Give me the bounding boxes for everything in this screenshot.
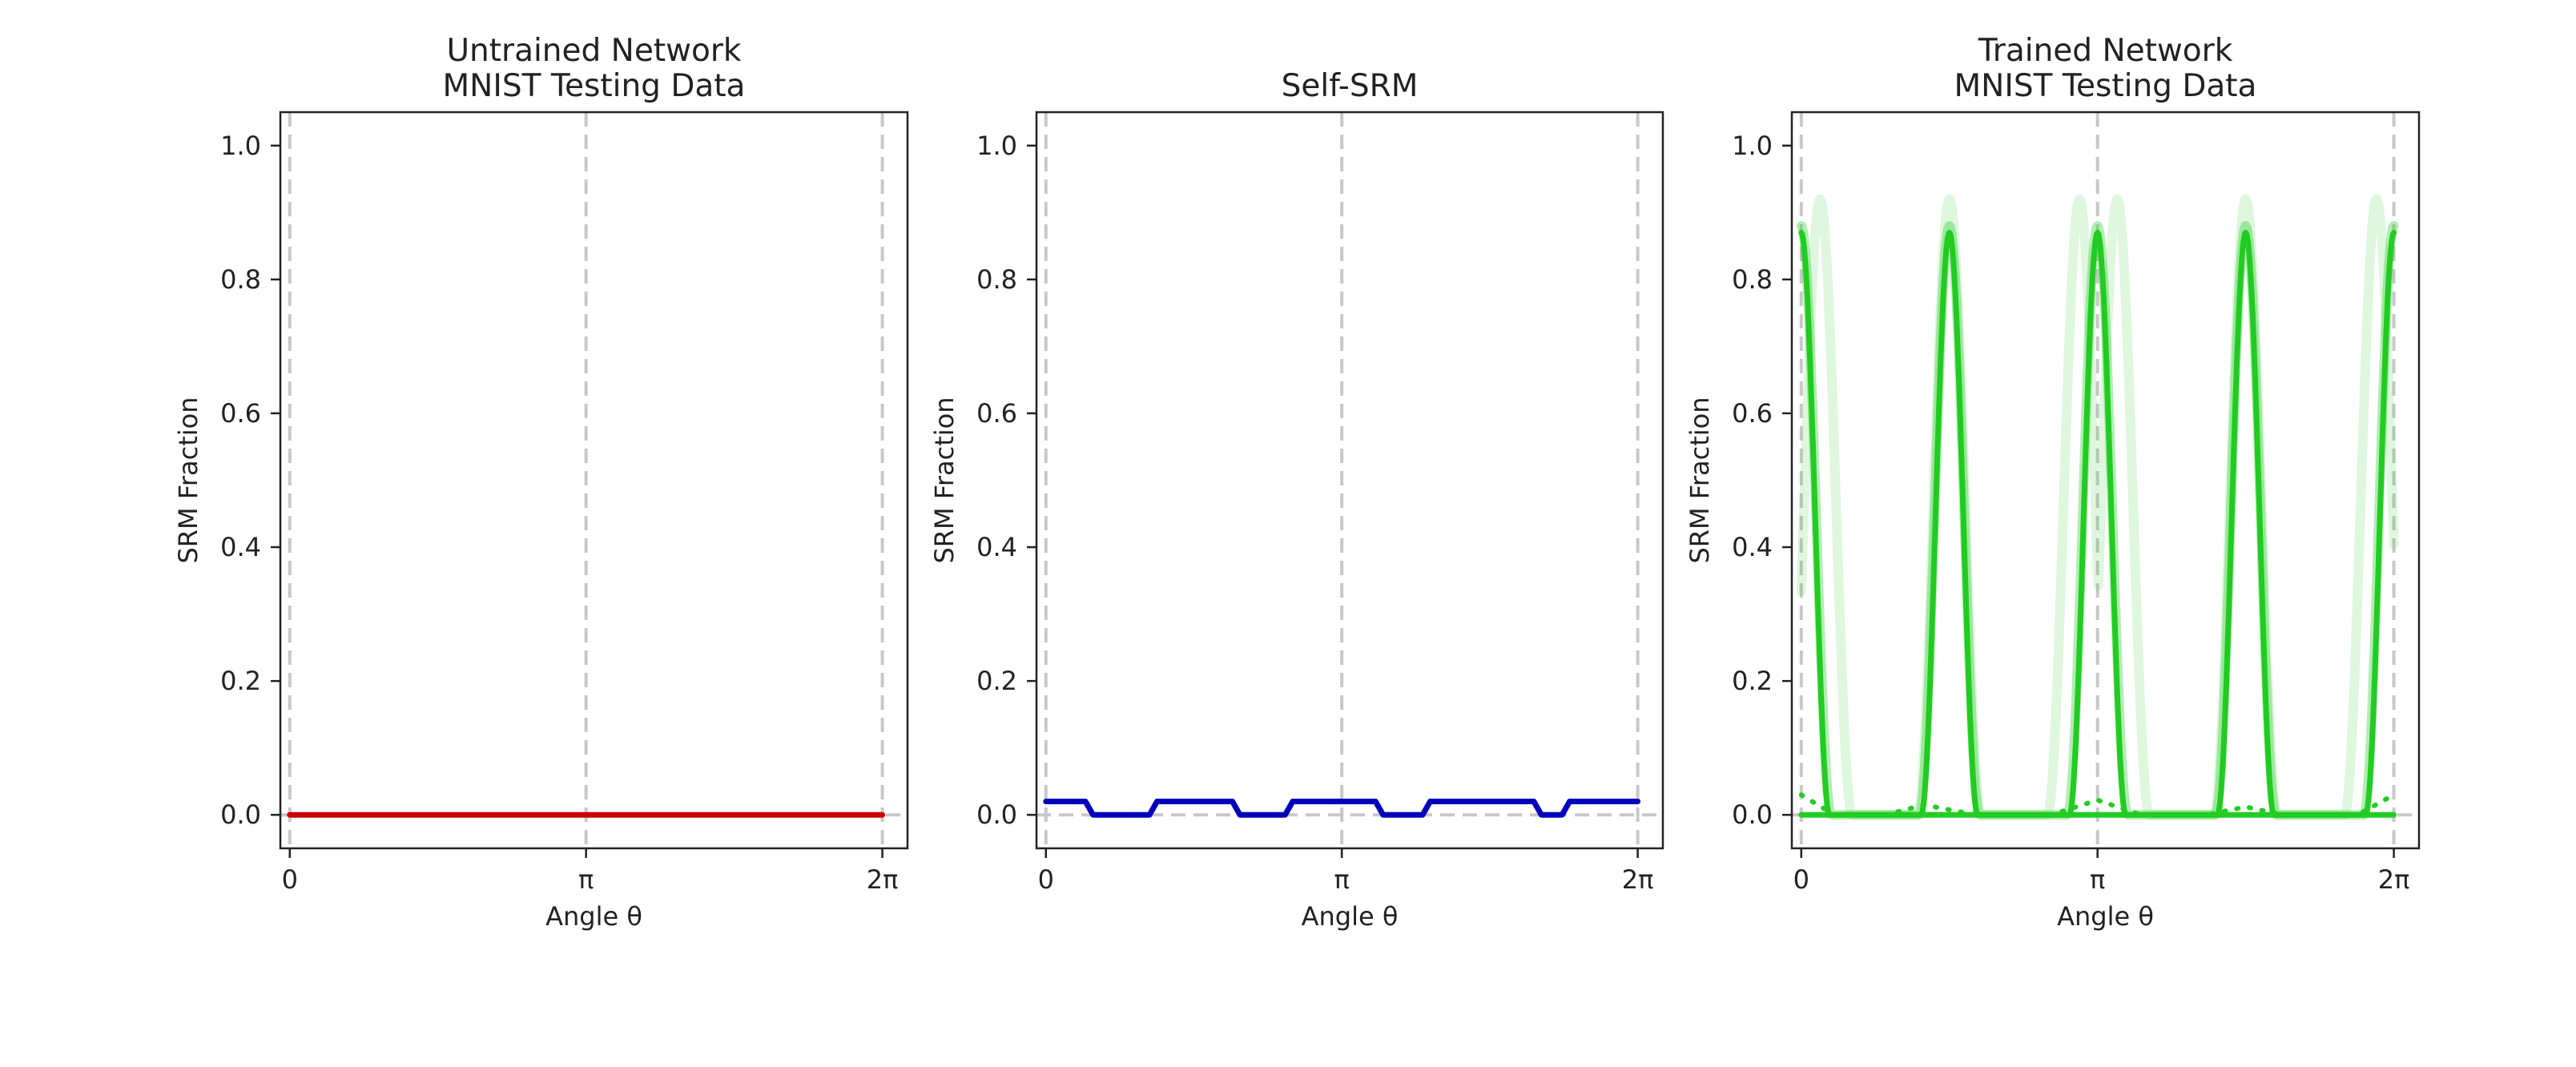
y-tick-label: 0.6 — [1732, 398, 1773, 429]
x-tick-label: 0 — [1793, 864, 1809, 895]
axes-frame — [1790, 111, 2421, 850]
series-group — [1796, 194, 2399, 820]
series-line-1 — [1043, 799, 1641, 818]
y-tick-label: 1.0 — [220, 131, 261, 161]
x-tick-label: 0 — [282, 864, 298, 895]
gridlines — [1036, 112, 1663, 848]
x-tick-label: 0 — [1038, 864, 1054, 895]
chart-title-line-2: MNIST Testing Data — [1954, 68, 2257, 104]
x-axis-label: Angle θ — [2057, 901, 2154, 932]
series-group — [1043, 799, 1641, 818]
chart-title-line-1: Untrained Network — [446, 33, 741, 69]
y-tick-label: 0.6 — [976, 398, 1017, 429]
y-axis-label: SRM Fraction — [173, 397, 203, 563]
x-tick-label: 2π — [867, 864, 899, 895]
axes-frame — [279, 111, 909, 850]
y-tick-label: 0.4 — [976, 532, 1017, 562]
x-tick-label: π — [1334, 864, 1350, 895]
y-tick-label: 0.2 — [220, 666, 261, 696]
y-tick-label: 1.0 — [976, 131, 1017, 161]
chart-title-line-2: Self-SRM — [1282, 68, 1419, 104]
y-tick-label: 0.4 — [220, 532, 261, 562]
chart-panel-1: 0.0 0.2 0.4 0.6 0.8 1.0 0 π 2π Angle θ SRM Fractio… — [173, 33, 909, 932]
y-tick-label: 0.8 — [220, 264, 261, 295]
y-tick-label: 0.8 — [976, 264, 1017, 295]
x-tick-label: 2π — [2378, 864, 2410, 895]
chart-panel-2: 0.0 0.2 0.4 0.6 0.8 1.0 0 π 2π Angle θ SRM Fractio… — [929, 68, 1664, 932]
x-tick-label: π — [2090, 864, 2105, 895]
y-axis-label: SRM Fraction — [929, 397, 960, 563]
y-tick-label: 0.2 — [976, 666, 1017, 696]
x-tick-label: π — [578, 864, 594, 895]
chart-title-line-2: MNIST Testing Data — [443, 68, 746, 104]
y-tick-label: 1.0 — [1732, 131, 1773, 161]
y-tick-label: 0.6 — [220, 398, 261, 429]
y-tick-label: 0.4 — [1732, 532, 1773, 562]
chart-title-line-1: Trained Network — [1978, 33, 2233, 69]
y-tick-label: 0.0 — [1732, 799, 1773, 830]
x-tick-label: 2π — [1622, 864, 1654, 895]
axes-frame — [1035, 111, 1664, 850]
y-tick-label: 0.0 — [976, 799, 1017, 830]
x-axis-label: Angle θ — [1302, 901, 1399, 932]
gridlines — [280, 112, 908, 848]
chart-panel-3: 0.0 0.2 0.4 0.6 0.8 1.0 0 π 2π Angle θ SRM Fractio… — [1684, 33, 2421, 932]
y-tick-label: 0.0 — [220, 799, 261, 830]
y-tick-label: 0.2 — [1732, 666, 1773, 696]
x-axis-label: Angle θ — [545, 901, 642, 932]
y-axis-label: SRM Fraction — [1684, 397, 1715, 563]
y-tick-label: 0.8 — [1732, 264, 1773, 295]
